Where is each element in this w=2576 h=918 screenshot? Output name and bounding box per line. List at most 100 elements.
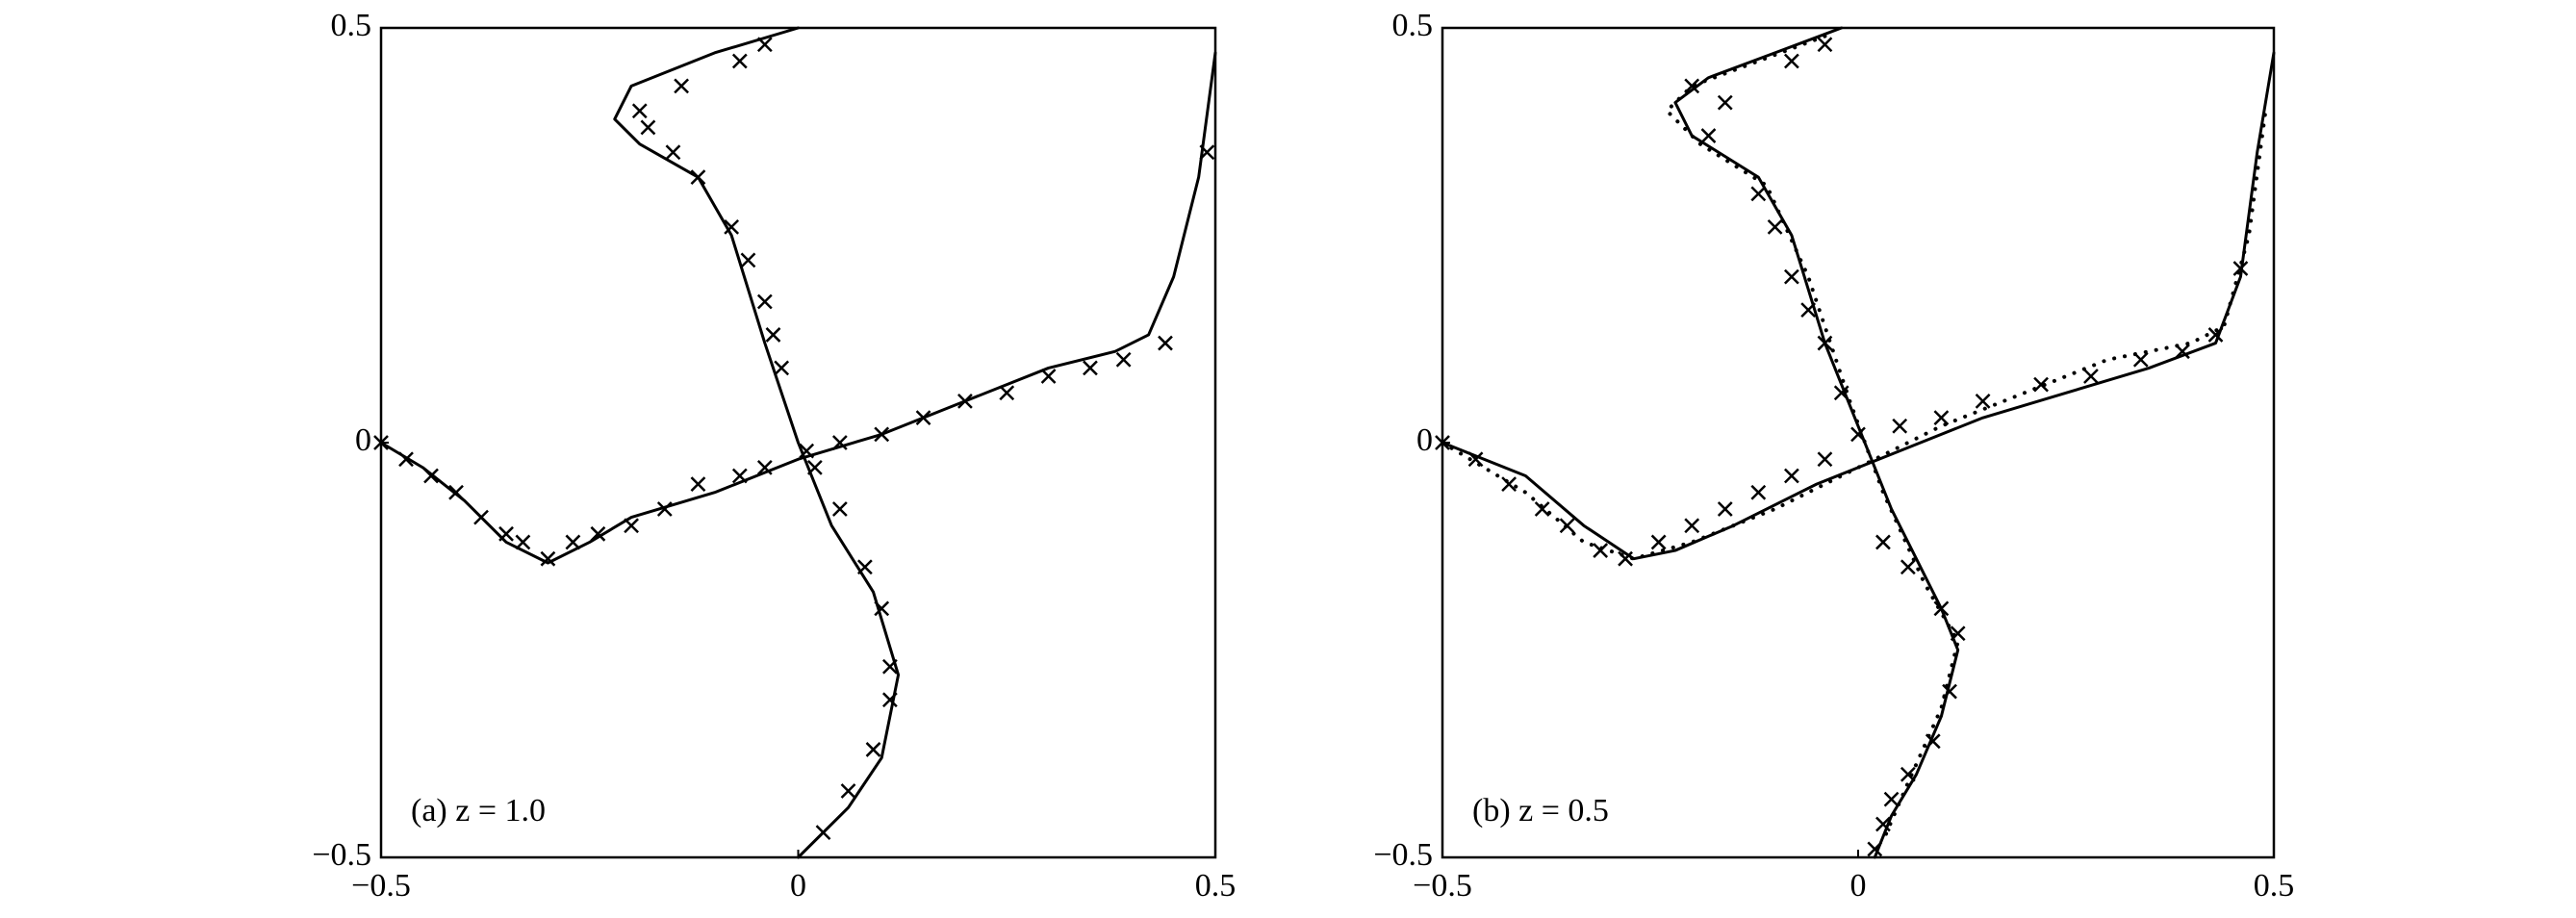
- cross-marker: [515, 534, 531, 550]
- cross-marker: [1684, 518, 1700, 534]
- cross-marker: [1040, 369, 1057, 384]
- cross-marker: [856, 559, 873, 575]
- cross-marker: [1783, 468, 1799, 484]
- cross-marker: [865, 742, 881, 757]
- cross-marker: [1783, 268, 1799, 285]
- cross-marker: [1750, 484, 1767, 500]
- cross-marker: [756, 293, 773, 310]
- cross-marker: [656, 501, 673, 517]
- cross-marker: [2207, 327, 2224, 343]
- cross-marker: [815, 825, 831, 841]
- x-tick-label: 0.5: [2254, 868, 2295, 904]
- cross-marker: [1833, 385, 1849, 401]
- cross-marker: [1933, 600, 1950, 617]
- cross-marker: [1534, 501, 1550, 517]
- cross-marker: [2232, 261, 2249, 276]
- cross-marker: [2083, 369, 2099, 384]
- cross-marker: [1900, 559, 1916, 575]
- cross-marker: [1850, 426, 1866, 443]
- cross-marker: [640, 119, 656, 136]
- solid-curve: [379, 51, 1217, 565]
- cross-marker: [799, 443, 815, 459]
- cross-marker: [1618, 550, 1633, 567]
- cross-marker: [423, 468, 439, 484]
- cross-marker: [874, 426, 890, 443]
- cross-marker: [2033, 376, 2049, 393]
- cross-marker: [999, 385, 1015, 401]
- plot-frame: [1441, 26, 2276, 859]
- cross-marker: [1817, 451, 1833, 468]
- cross-marker: [881, 692, 898, 708]
- cross-marker: [448, 484, 464, 500]
- cross-marker: [590, 525, 606, 542]
- panel-label: (a) z = 1.0: [411, 793, 546, 829]
- y-tick-label: 0: [355, 422, 371, 458]
- x-tick-label: −0.5: [351, 868, 411, 904]
- cross-marker: [1158, 335, 1173, 351]
- cross-marker: [1199, 144, 1215, 161]
- y-tick-label: −0.5: [312, 837, 371, 873]
- panel-label: (b) z = 0.5: [1472, 793, 1609, 829]
- cross-marker: [1900, 766, 1916, 782]
- x-tick-label: 0: [790, 868, 806, 904]
- cross-marker: [565, 534, 581, 550]
- cross-marker: [624, 518, 639, 534]
- cross-marker: [1800, 302, 1817, 318]
- cross-marker: [1083, 360, 1098, 376]
- cross-marker: [665, 144, 681, 161]
- cross-marker: [756, 37, 773, 53]
- cross-marker: [1717, 501, 1733, 517]
- cross-marker: [540, 550, 556, 567]
- cross-marker: [724, 218, 740, 235]
- cross-marker: [1750, 186, 1767, 202]
- cross-marker: [1593, 543, 1609, 558]
- cross-marker: [874, 600, 890, 617]
- cross-marker: [1867, 841, 1883, 857]
- cross-marker: [957, 394, 973, 409]
- cross-marker: [1883, 791, 1900, 807]
- cross-marker: [831, 435, 848, 450]
- x-tick-label: 0.5: [1195, 868, 1237, 904]
- y-tick-label: 0.5: [1392, 8, 1434, 43]
- cross-marker: [881, 658, 898, 675]
- cross-marker: [1942, 683, 1957, 700]
- cross-marker: [631, 103, 648, 119]
- cross-marker: [756, 459, 773, 475]
- cross-marker: [1435, 435, 1450, 450]
- x-tick-label: 0: [1850, 868, 1867, 904]
- cross-marker: [1501, 476, 1518, 492]
- y-tick-label: 0: [1416, 422, 1433, 458]
- cross-marker: [731, 53, 748, 69]
- cross-marker: [1115, 351, 1132, 368]
- cross-marker: [1817, 37, 1833, 53]
- cross-marker: [740, 252, 756, 268]
- cross-marker: [731, 468, 748, 484]
- cross-marker: [1950, 625, 1966, 642]
- dotted-curve: [1665, 34, 1960, 843]
- cross-marker: [1875, 816, 1891, 832]
- cross-marker: [2175, 344, 2190, 360]
- cross-marker: [1892, 418, 1908, 434]
- cross-marker: [473, 509, 489, 525]
- cross-marker: [1684, 78, 1700, 94]
- cross-marker: [2132, 351, 2149, 368]
- cross-marker: [690, 169, 706, 186]
- cross-marker: [1467, 451, 1484, 468]
- y-tick-label: 0.5: [331, 8, 372, 43]
- cross-marker: [806, 459, 823, 475]
- cross-marker: [498, 525, 514, 542]
- cross-marker: [1975, 394, 1991, 409]
- cross-marker: [1559, 518, 1575, 534]
- cross-marker: [690, 476, 706, 492]
- cross-marker: [1933, 410, 1950, 426]
- cross-marker: [1817, 335, 1833, 351]
- cross-marker: [373, 435, 389, 450]
- cross-marker: [1717, 94, 1733, 111]
- y-tick-label: −0.5: [1373, 837, 1433, 873]
- cross-marker: [1925, 733, 1941, 750]
- cross-marker: [1783, 53, 1799, 69]
- solid-curve: [1441, 51, 2276, 561]
- cross-marker: [915, 410, 931, 426]
